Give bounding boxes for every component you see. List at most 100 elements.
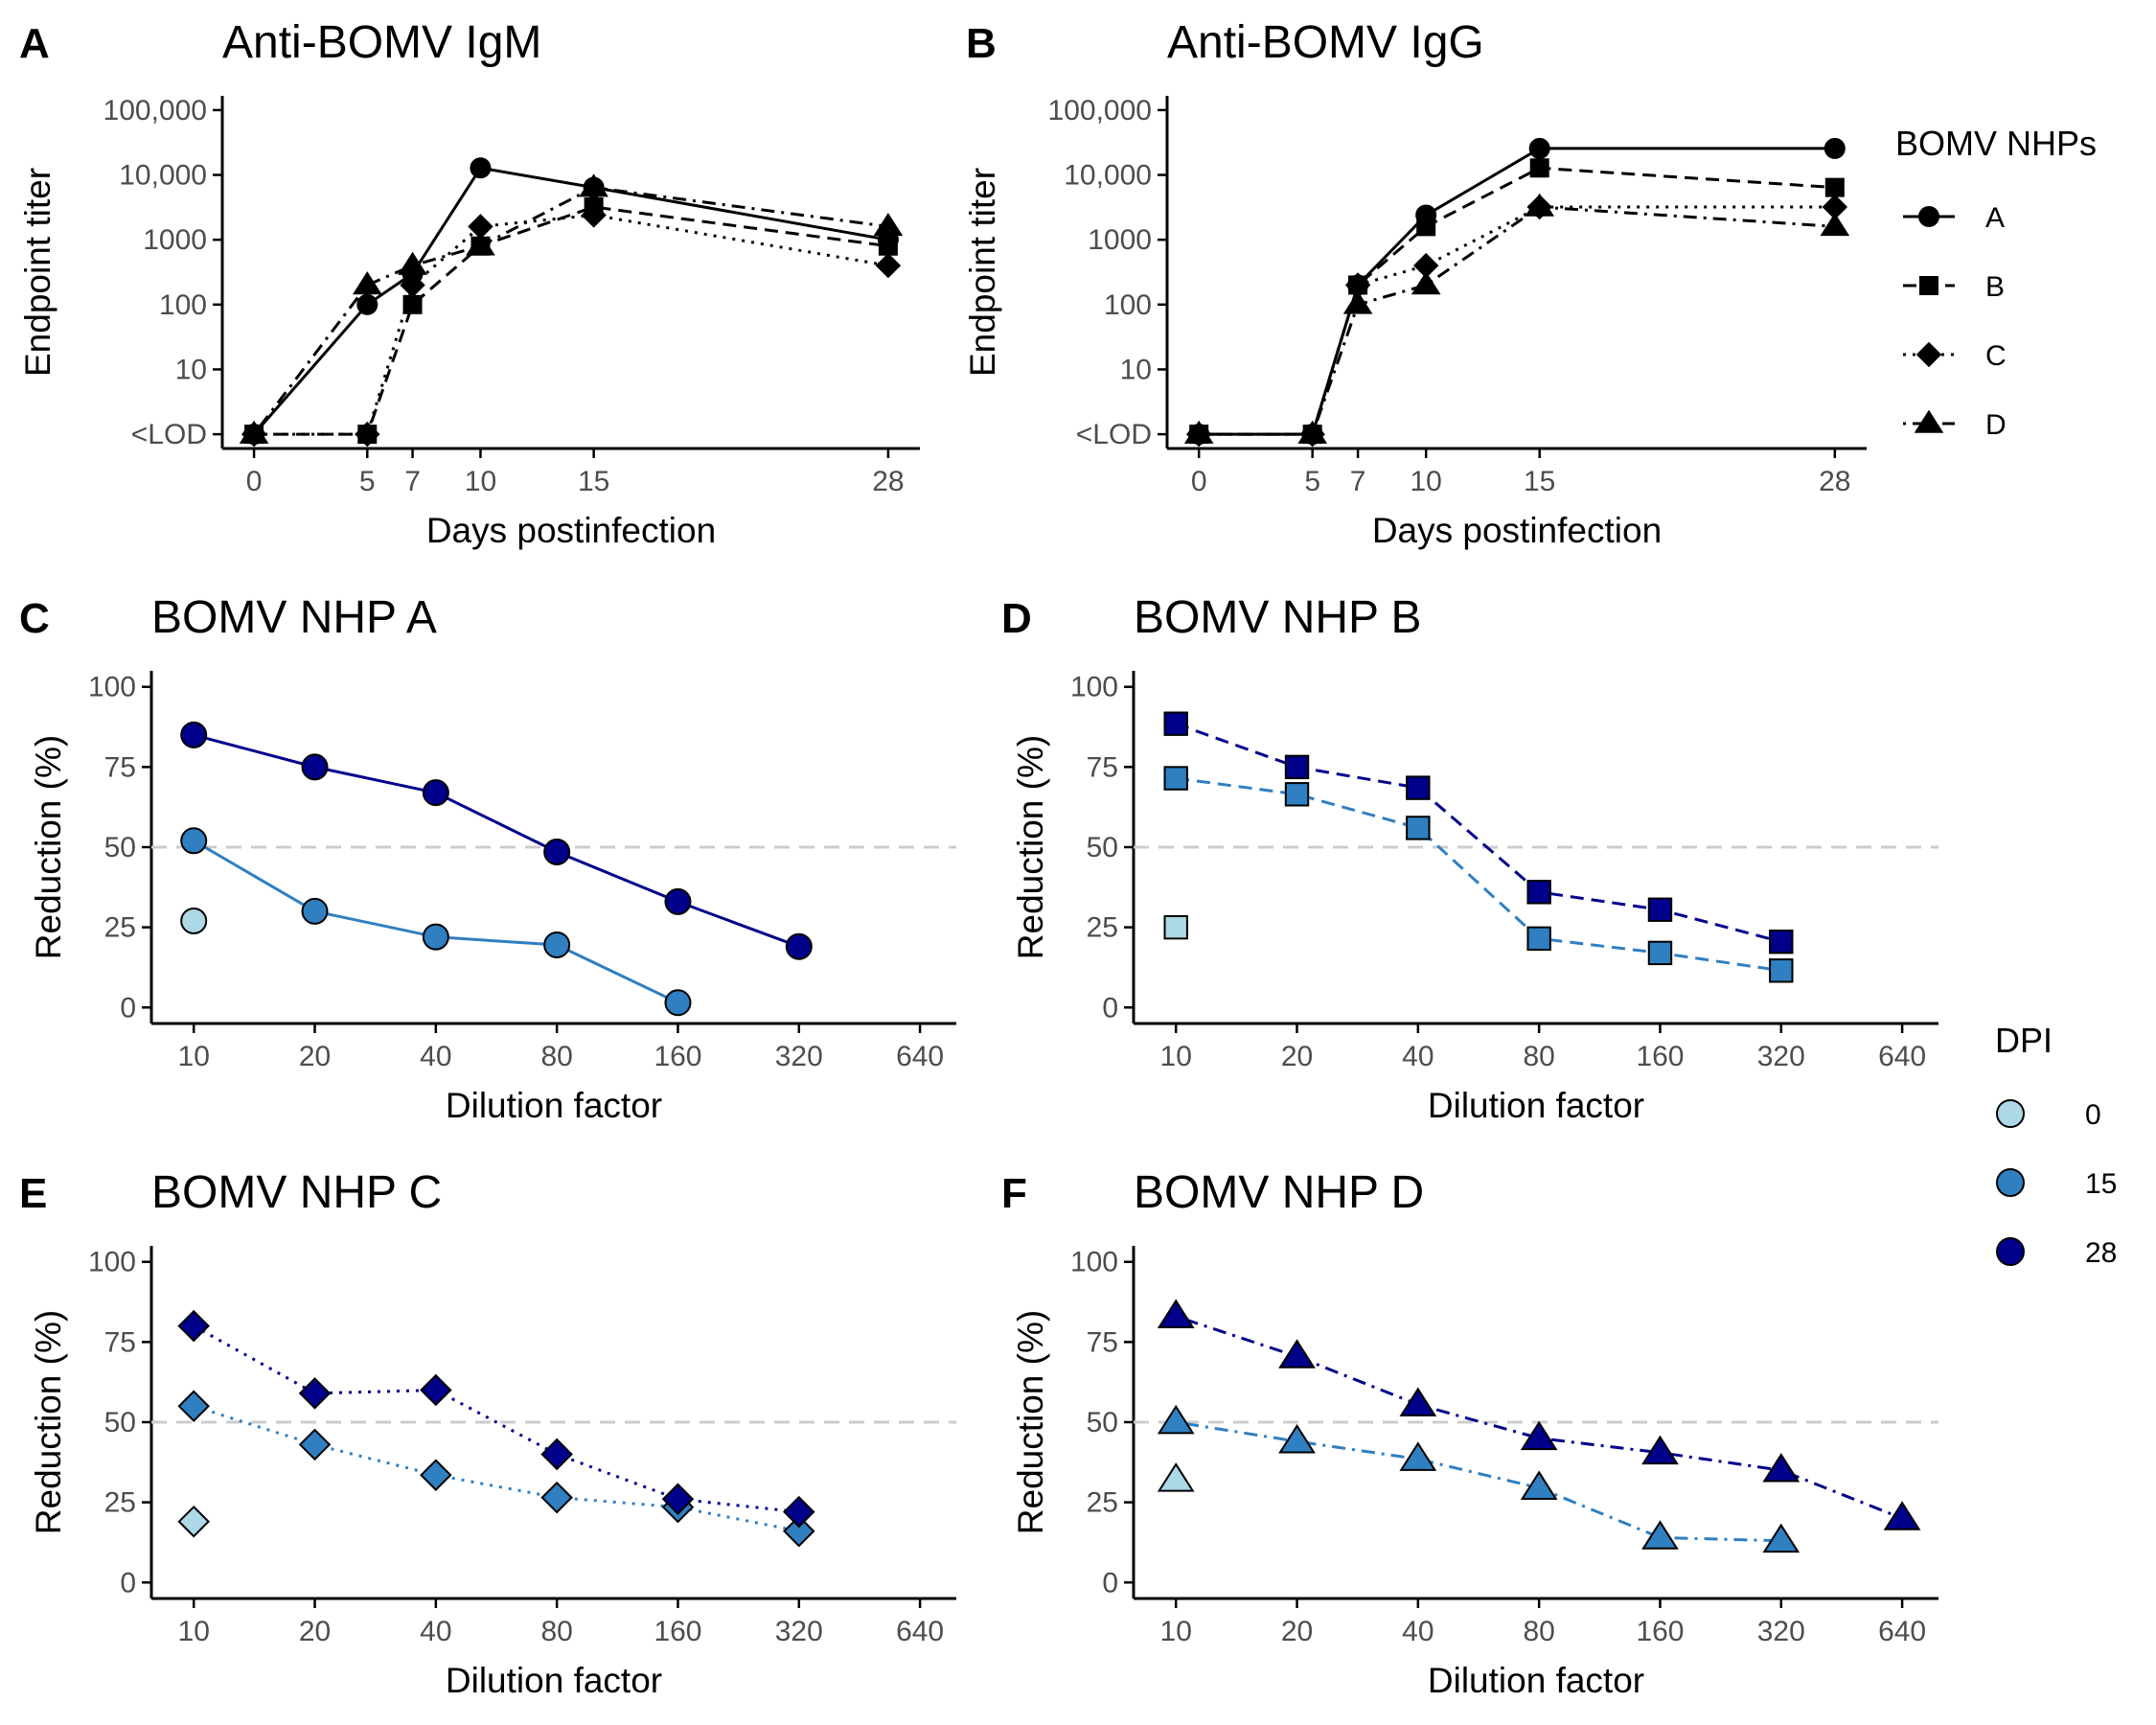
y-axis-title: Reduction (%) [1011,735,1050,959]
legend-item: 28 [1996,1237,2117,1269]
data-point-dpi-28 [1399,1387,1437,1416]
y-tick-label: 75 [1087,1326,1118,1358]
x-tick-label: 160 [654,1041,701,1072]
legend-label: D [1985,409,2007,441]
x-axis-title: Dilution factor [446,1661,662,1700]
data-point-dpi-15 [1278,1423,1316,1454]
x-tick-label: 5 [1304,466,1320,497]
y-tick-label: 75 [1087,751,1118,783]
legend-item: B [1903,271,2005,303]
x-axis-title: Dilution factor [446,1086,662,1125]
data-point-a [470,157,492,179]
panel-letter: C [19,595,50,642]
data-point-dpi-15 [1641,1520,1679,1550]
legend-item: A [1903,202,2005,234]
y-tick-label: 50 [1087,1407,1118,1438]
data-point-dpi-28 [1883,1501,1921,1530]
legend-label: A [1985,202,2005,234]
series-line-dpi-28 [193,1324,799,1514]
y-axis-title: Endpoint titer [963,168,1002,377]
data-point-dpi-28 [298,1377,332,1410]
legend-dpi: DPI 0 15 28 [1995,1021,2117,1269]
data-point-dpi-0 [1163,914,1188,940]
x-tick-label: 15 [1524,466,1555,497]
data-point-d [579,173,608,197]
x-tick-label: 40 [1402,1041,1434,1072]
panel-letter: B [966,20,997,67]
x-tick-label: 28 [1819,466,1850,497]
data-point-dpi-28 [1406,775,1431,800]
legend-item: D [1903,409,2007,441]
x-tick-label: 15 [578,466,609,497]
x-tick-label: 20 [1281,1616,1313,1647]
legend-key-circle-icon [1996,1237,2025,1266]
data-point-dpi-15 [1762,1523,1800,1553]
data-point-dpi-28 [420,1373,452,1407]
legend-title: DPI [1995,1021,2053,1060]
data-point-dpi-15 [783,1514,815,1548]
x-tick-label: 10 [178,1041,210,1072]
series-line-dpi-28 [1175,722,1782,944]
data-point-dpi-15 [1647,940,1673,966]
series-line-dpi-15 [1175,1420,1781,1543]
legend-key-circle-icon [1996,1099,2025,1128]
data-point-d [1297,420,1328,444]
data-point-dpi-15 [298,1428,332,1461]
data-point-dpi-15 [1526,926,1551,952]
data-point-dpi-15 [1520,1470,1558,1500]
data-point-dpi-28 [301,753,329,781]
panel-b: B Anti-BOMV IgG<LOD10100100010,000100,000… [963,17,1867,550]
data-point-dpi-28 [1762,1453,1800,1483]
x-tick-label: 640 [1878,1041,1926,1072]
x-tick-label: 640 [1878,1616,1926,1647]
data-point-dpi-28 [1157,1299,1195,1328]
x-tick-label: 20 [299,1616,331,1647]
legend-item: 0 [1996,1099,2101,1131]
legend-nhp: BOMV NHPs A B C D [1895,124,2097,441]
data-point-dpi-28 [1769,929,1794,954]
x-tick-label: 320 [775,1616,823,1647]
data-point-dpi-15 [543,932,571,959]
panel-letter: F [1001,1170,1027,1217]
x-tick-label: 7 [404,466,421,497]
x-tick-label: 10 [1160,1041,1192,1072]
series-line-dpi-15 [1176,776,1782,973]
x-tick-label: 80 [540,1041,572,1072]
data-point-dpi-28 [540,1438,573,1471]
series-line-d [1199,205,1835,436]
data-point-d [239,420,269,444]
x-tick-label: 10 [465,466,496,497]
x-tick-label: 640 [896,1616,944,1647]
data-point-b [1416,217,1436,237]
y-tick-label: 100 [1070,672,1118,703]
data-point-dpi-28 [180,721,208,748]
panel-letter: D [1001,595,1032,642]
x-tick-label: 80 [540,1616,572,1647]
x-tick-label: 320 [775,1041,823,1072]
panel-title: Anti-BOMV IgM [222,17,541,68]
data-point-dpi-28 [1520,1420,1558,1451]
y-tick-label: 25 [104,912,136,944]
series-line-a [1199,147,1835,436]
x-tick-label: 28 [872,466,904,497]
y-tick-label: 0 [1102,992,1118,1024]
x-tick-label: 320 [1757,1616,1805,1647]
y-tick-label: 0 [1102,1567,1118,1598]
series-line-c [1199,205,1835,436]
panel-e: E BOMV NHP C 0 25 50 75 100 10 20 40 80 160 320 640 Di… [19,1167,956,1700]
y-tick-label: 75 [104,1326,136,1358]
x-tick-label: 80 [1523,1041,1554,1072]
x-tick-label: 160 [654,1616,701,1647]
data-point-d [1411,271,1441,295]
y-axis-title: Reduction (%) [29,735,68,959]
legend-item: 15 [1996,1168,2117,1200]
data-point-a [356,293,378,315]
x-tick-label: 40 [1402,1616,1434,1647]
data-point-dpi-0 [177,1505,210,1538]
data-point-b [878,236,898,256]
y-tick-label: 100 [159,289,207,321]
series-line-b [254,205,889,436]
data-point-dpi-28 [177,1309,210,1343]
data-point-dpi-28 [785,932,813,960]
data-point-dpi-28 [1163,711,1188,736]
